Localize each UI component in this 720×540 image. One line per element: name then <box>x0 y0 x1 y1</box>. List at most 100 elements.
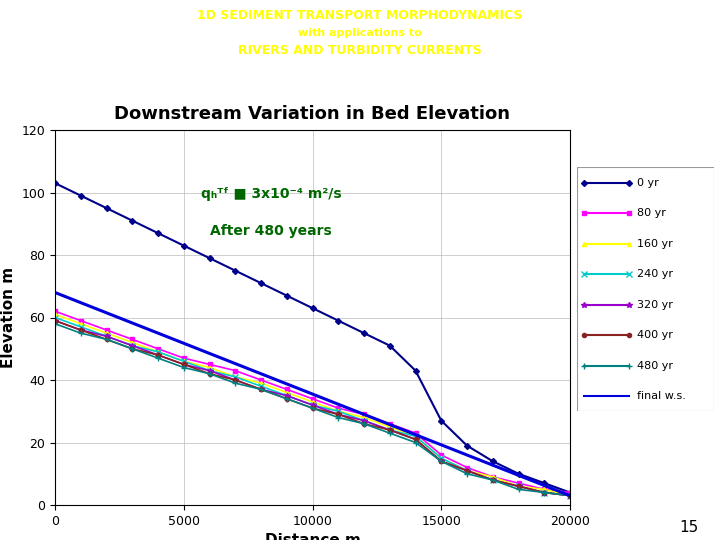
480 yr <box>179 364 188 371</box>
240 yr <box>205 367 214 374</box>
160 yr <box>463 468 472 474</box>
160 yr <box>385 424 394 430</box>
240 yr <box>153 349 162 355</box>
0 yr <box>257 280 266 286</box>
400 yr <box>205 370 214 377</box>
400 yr <box>282 395 291 402</box>
80 yr <box>566 489 575 496</box>
320 yr <box>231 377 240 383</box>
80 yr <box>257 377 266 383</box>
80 yr <box>205 361 214 368</box>
240 yr <box>566 492 575 499</box>
Text: 240 yr: 240 yr <box>637 269 673 279</box>
400 yr <box>153 352 162 358</box>
320 yr <box>179 361 188 368</box>
480 yr <box>463 470 472 477</box>
240 yr <box>179 358 188 365</box>
0 yr <box>514 470 523 477</box>
0 yr <box>308 305 317 312</box>
160 yr <box>488 474 497 480</box>
240 yr <box>334 408 343 415</box>
0 yr <box>385 342 394 349</box>
80 yr <box>488 474 497 480</box>
80 yr <box>153 346 162 352</box>
80 yr <box>385 421 394 427</box>
400 yr <box>308 405 317 411</box>
480 yr <box>360 421 369 427</box>
480 yr <box>540 489 549 496</box>
480 yr <box>50 321 59 327</box>
160 yr <box>76 321 85 327</box>
Text: 160 yr: 160 yr <box>637 239 673 249</box>
320 yr <box>50 318 59 324</box>
Text: RIVERS AND TURBIDITY CURRENTS: RIVERS AND TURBIDITY CURRENTS <box>238 44 482 57</box>
Text: final w.s.: final w.s. <box>637 391 686 401</box>
400 yr <box>437 458 446 464</box>
Line: 0 yr: 0 yr <box>53 181 572 495</box>
240 yr <box>50 314 59 321</box>
0 yr <box>463 442 472 449</box>
240 yr <box>128 342 137 349</box>
320 yr <box>257 386 266 393</box>
0 yr <box>411 367 420 374</box>
160 yr <box>566 492 575 499</box>
320 yr <box>566 492 575 499</box>
400 yr <box>257 386 266 393</box>
320 yr <box>334 411 343 417</box>
160 yr <box>50 311 59 318</box>
Y-axis label: Elevation m: Elevation m <box>1 267 16 368</box>
320 yr <box>128 342 137 349</box>
480 yr <box>385 430 394 436</box>
80 yr <box>76 318 85 324</box>
160 yr <box>308 399 317 405</box>
160 yr <box>411 433 420 440</box>
FancyBboxPatch shape <box>577 167 714 411</box>
0 yr <box>360 330 369 336</box>
240 yr <box>360 417 369 424</box>
400 yr <box>128 346 137 352</box>
Text: with applications to: with applications to <box>298 29 422 38</box>
240 yr <box>76 323 85 330</box>
160 yr <box>257 380 266 386</box>
400 yr <box>179 361 188 368</box>
320 yr <box>488 477 497 483</box>
240 yr <box>411 433 420 440</box>
400 yr <box>231 377 240 383</box>
160 yr <box>128 339 137 346</box>
320 yr <box>308 402 317 408</box>
80 yr <box>308 395 317 402</box>
0 yr <box>205 255 214 261</box>
240 yr <box>257 383 266 389</box>
320 yr <box>385 427 394 433</box>
Text: 480 yr: 480 yr <box>637 361 673 370</box>
480 yr <box>566 492 575 499</box>
480 yr <box>76 330 85 336</box>
480 yr <box>205 370 214 377</box>
80 yr <box>128 336 137 342</box>
480 yr <box>128 346 137 352</box>
Title: Downstream Variation in Bed Elevation: Downstream Variation in Bed Elevation <box>114 105 510 123</box>
Text: 80 yr: 80 yr <box>637 208 666 218</box>
Text: 1D SEDIMENT TRANSPORT MORPHODYNAMICS: 1D SEDIMENT TRANSPORT MORPHODYNAMICS <box>197 9 523 22</box>
80 yr <box>540 486 549 492</box>
480 yr <box>282 395 291 402</box>
400 yr <box>334 411 343 417</box>
320 yr <box>282 393 291 399</box>
400 yr <box>50 318 59 324</box>
0 yr <box>334 318 343 324</box>
160 yr <box>153 349 162 355</box>
400 yr <box>463 468 472 474</box>
Line: 240 yr: 240 yr <box>53 315 573 498</box>
80 yr <box>463 464 472 471</box>
160 yr <box>360 414 369 421</box>
160 yr <box>514 483 523 489</box>
320 yr <box>463 468 472 474</box>
240 yr <box>385 427 394 433</box>
Line: 320 yr: 320 yr <box>53 318 573 498</box>
0 yr <box>50 180 59 186</box>
0 yr <box>282 292 291 299</box>
320 yr <box>153 352 162 358</box>
80 yr <box>437 452 446 458</box>
400 yr <box>411 436 420 443</box>
80 yr <box>50 308 59 314</box>
